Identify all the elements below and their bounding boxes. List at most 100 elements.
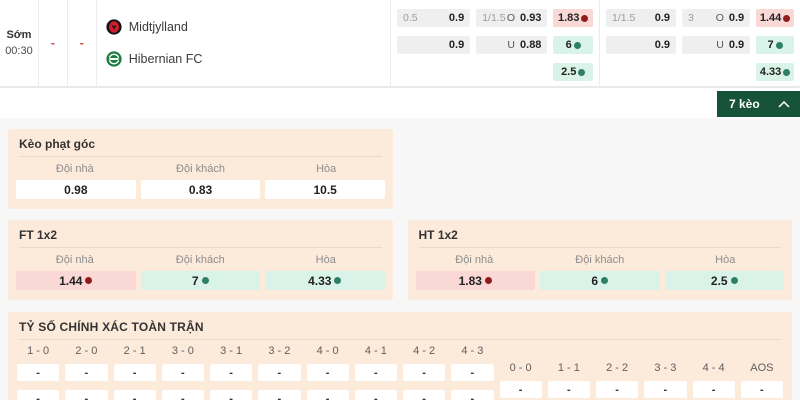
corner-home-odds: 0.98: [64, 182, 88, 197]
under-odds: 0.88: [520, 39, 542, 51]
away-team-row[interactable]: Hibernian FC: [106, 48, 390, 70]
score-grid: 1 - 0 - - 2 - 0 - - 2 - 1 - - 3 - 0 -: [12, 345, 788, 400]
score-odds-button[interactable]: -: [547, 381, 590, 398]
score-odds-button[interactable]: -: [17, 390, 60, 400]
draw-odds: 4.33: [759, 66, 782, 78]
score-odds-button[interactable]: -: [161, 364, 204, 381]
corner-draw-odds: 10.5: [313, 182, 337, 197]
score-odds: -: [325, 366, 330, 379]
score-label: 3 - 0: [171, 345, 194, 357]
score-odds-button[interactable]: -: [113, 390, 156, 400]
green-dot-icon: [730, 277, 738, 284]
ht-away-odds: 6: [591, 273, 599, 288]
score-column: 3 - 0 - -: [161, 345, 204, 400]
handicap-line: 1/1.5: [611, 12, 636, 24]
score-odds: -: [181, 392, 185, 400]
score-odds: -: [132, 366, 137, 379]
home-win-odds-button[interactable]: 1.83: [553, 9, 593, 27]
score-label: AOS: [750, 362, 774, 374]
under-odds-button[interactable]: U 0.9: [682, 36, 751, 54]
score-odds-button[interactable]: -: [644, 381, 687, 398]
teams-column: Midtjylland Hibernian FC: [97, 0, 390, 86]
score-odds-button[interactable]: -: [740, 381, 783, 398]
score-odds: -: [470, 392, 475, 400]
ht-away-odds-button[interactable]: 6: [540, 271, 660, 290]
handicap-odds-button[interactable]: 1/1.5 0.9: [605, 9, 677, 27]
corner-home-odds-button[interactable]: 0.98: [16, 180, 136, 199]
ht-panel-title: HT 1x2: [418, 228, 781, 248]
score-odds-button[interactable]: -: [451, 390, 494, 400]
home-team-row[interactable]: Midtjylland: [106, 16, 390, 38]
handicap-odds-button[interactable]: 0.9: [605, 36, 677, 54]
ft-away-odds-button[interactable]: 7: [140, 271, 260, 290]
score-odds-button[interactable]: -: [65, 390, 108, 400]
score-odds-button[interactable]: -: [499, 381, 542, 398]
midtjylland-crest-icon: [106, 19, 122, 35]
score-odds: -: [518, 383, 523, 396]
score-odds-button[interactable]: -: [258, 364, 301, 381]
ht-home-odds-button[interactable]: 1.83: [415, 271, 535, 290]
under-odds: 0.9: [728, 39, 745, 51]
handicap-odds: 0.9: [654, 39, 671, 51]
score-label: 3 - 3: [654, 362, 677, 374]
ht-draw-odds: 2.5: [710, 273, 728, 288]
ht-draw-odds-button[interactable]: 2.5: [664, 271, 784, 290]
score-label: 4 - 4: [702, 362, 725, 374]
away-win-odds-button[interactable]: 7: [756, 36, 794, 54]
score-odds-button[interactable]: -: [258, 390, 301, 400]
ft-home-odds-button[interactable]: 1.44: [16, 271, 136, 290]
draw-odds-button[interactable]: 2.5: [553, 63, 593, 81]
score-label: 3 - 1: [220, 345, 243, 357]
corner-away-odds-button[interactable]: 0.83: [140, 180, 261, 199]
correct-score-title: TỶ SỐ CHÍNH XÁC TOÀN TRẬN: [19, 320, 781, 340]
keo-count-label: 7 kèo: [729, 97, 760, 111]
score-odds-button[interactable]: -: [403, 364, 446, 381]
score-odds-button[interactable]: -: [596, 381, 639, 398]
score-odds-button[interactable]: -: [17, 364, 60, 381]
over-odds: 0.93: [520, 12, 542, 24]
score-label: 2 - 2: [606, 362, 629, 374]
score-odds-button[interactable]: -: [403, 390, 446, 400]
ft-panel-title: FT 1x2: [19, 228, 382, 248]
ft-draw-odds: 4.33: [308, 273, 332, 288]
score-odds-button[interactable]: -: [451, 364, 494, 381]
score-odds-button[interactable]: -: [354, 390, 397, 400]
score-odds-button[interactable]: -: [210, 364, 253, 381]
corner-draw-odds-button[interactable]: 10.5: [265, 180, 386, 199]
ou-line: 1/1.5: [482, 12, 506, 24]
score-label: 4 - 3: [461, 345, 484, 357]
kickoff-time: 00:30: [5, 45, 33, 57]
handicap-odds-button[interactable]: 0.5 0.9: [397, 9, 471, 27]
draw-score-column: 1 - 1 -: [547, 362, 590, 400]
score-odds-button[interactable]: -: [354, 364, 397, 381]
draw-score-column: 0 - 0 -: [499, 362, 542, 400]
home-score: -: [39, 0, 68, 86]
away-win-odds: 7: [767, 39, 774, 51]
score-odds: -: [36, 392, 40, 400]
draw-odds-button[interactable]: 4.33: [756, 63, 794, 81]
score-column: 2 - 0 - -: [65, 345, 108, 400]
away-win-odds-button[interactable]: 6: [553, 36, 593, 54]
under-odds-button[interactable]: U 0.88: [476, 36, 548, 54]
over-odds-button[interactable]: 1/1.5 O 0.93: [476, 9, 548, 27]
over-odds-button[interactable]: 3 O 0.9: [682, 9, 751, 27]
score-odds-button[interactable]: -: [306, 390, 349, 400]
handicap-odds-button[interactable]: 0.9: [397, 36, 471, 54]
over-label: O: [506, 12, 516, 24]
home-win-odds-button[interactable]: 1.44: [756, 9, 794, 27]
score-odds-button[interactable]: -: [210, 390, 253, 400]
keo-count-toggle-button[interactable]: 7 kèo: [717, 91, 800, 117]
score-odds: -: [229, 392, 233, 400]
score-odds-button[interactable]: -: [161, 390, 204, 400]
score-odds-button[interactable]: -: [65, 364, 108, 381]
green-dot-icon: [578, 68, 586, 76]
draw-header: Hòa: [715, 254, 736, 266]
score-label: 4 - 2: [413, 345, 436, 357]
ft-draw-odds-button[interactable]: 4.33: [265, 271, 385, 290]
score-odds-button[interactable]: -: [306, 364, 349, 381]
score-odds-button[interactable]: -: [692, 381, 735, 398]
score-odds-button[interactable]: -: [113, 364, 156, 381]
match-time: Sớm 00:30: [0, 0, 39, 86]
odds-panels-area: Kèo phạt góc Đội nhà Đội khách Hòa 0.98 …: [0, 118, 800, 400]
ft-home-odds: 1.44: [59, 273, 83, 288]
